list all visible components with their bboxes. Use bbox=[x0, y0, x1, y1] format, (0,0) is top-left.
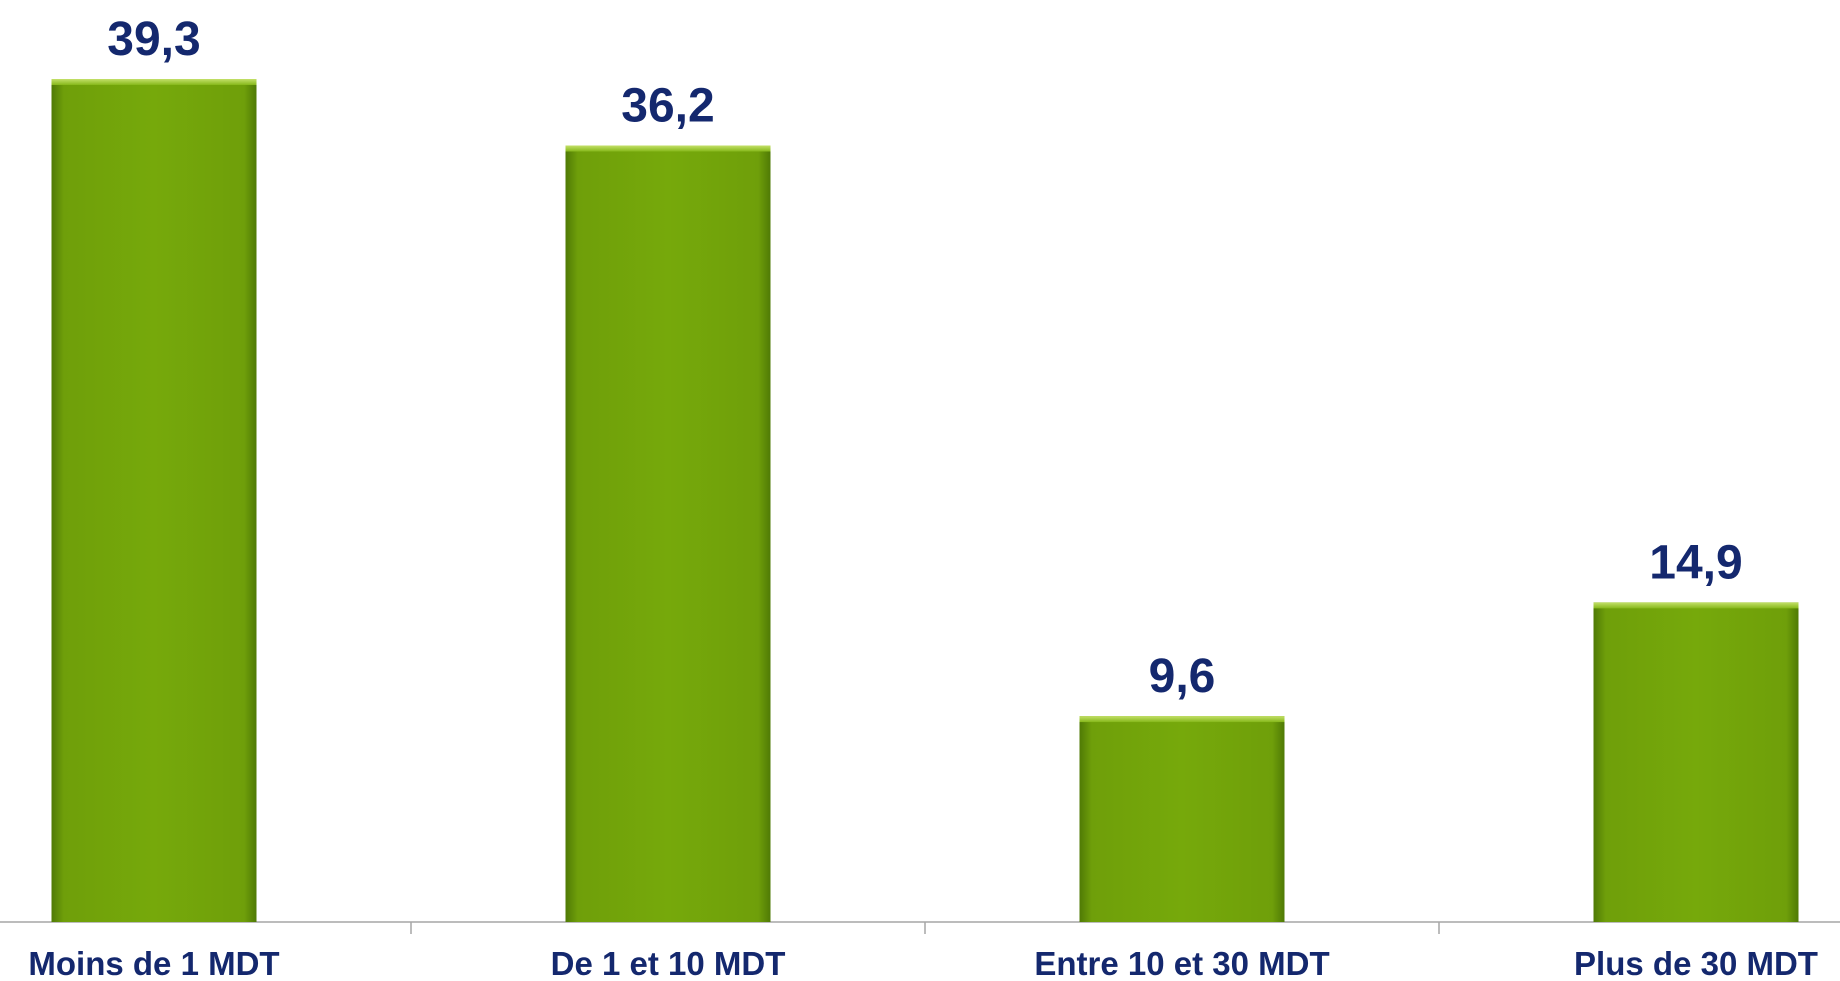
bar-bevel bbox=[1079, 716, 1285, 723]
bar bbox=[1593, 602, 1799, 922]
value-label: 9,6 bbox=[1149, 650, 1216, 703]
x-tick-label: De 1 et 10 MDT bbox=[551, 945, 786, 981]
bar-bevel bbox=[1593, 602, 1799, 609]
value-label: 36,2 bbox=[621, 79, 714, 132]
x-tick-label: Moins de 1 MDT bbox=[28, 945, 279, 981]
x-tick-label: Entre 10 et 30 MDT bbox=[1034, 945, 1329, 981]
value-label: 39,3 bbox=[107, 13, 200, 66]
bar bbox=[51, 79, 257, 922]
bar-bevel bbox=[565, 145, 771, 152]
bar bbox=[565, 145, 771, 922]
bar-bevel bbox=[51, 79, 257, 85]
x-tick-label: Plus de 30 MDT bbox=[1574, 945, 1818, 981]
bar bbox=[1079, 716, 1285, 922]
value-label: 14,9 bbox=[1649, 536, 1742, 589]
